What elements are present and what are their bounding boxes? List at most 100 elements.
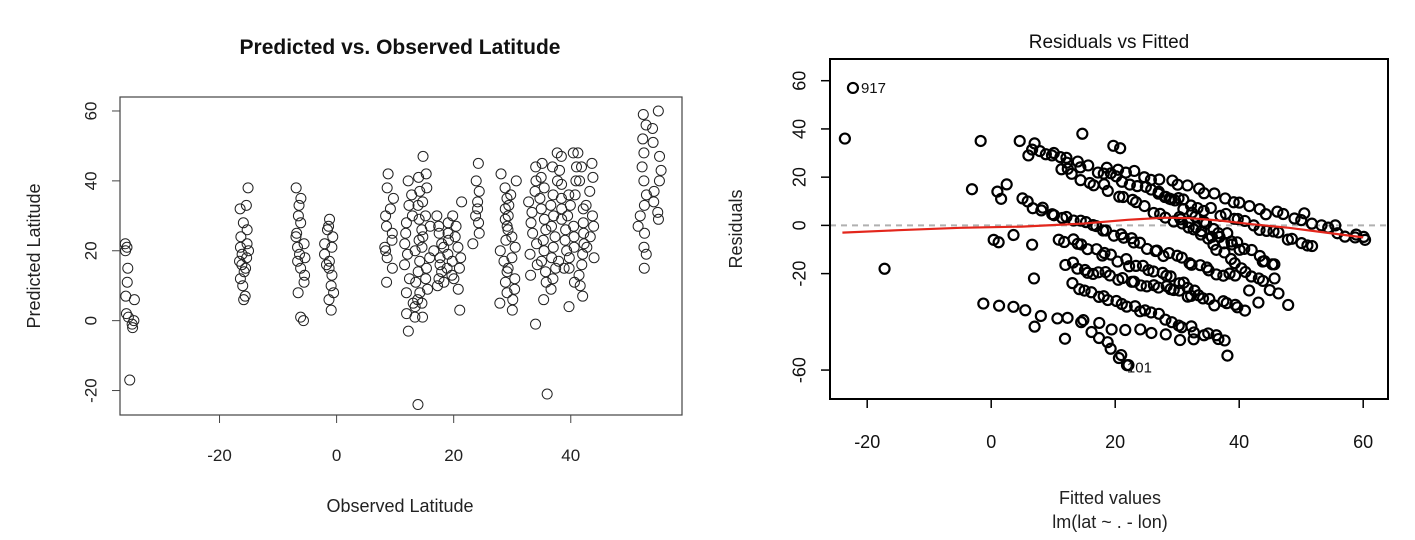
- left-data-point: [588, 252, 600, 264]
- left-data-point: [563, 189, 575, 201]
- left-data-point: [586, 157, 598, 169]
- left-data-point: [448, 273, 460, 285]
- left-data-point: [563, 301, 575, 313]
- right-data-point: [1173, 284, 1186, 297]
- right-data-point: [1060, 151, 1073, 164]
- left-data-point: [640, 189, 652, 201]
- right-data-point: [1101, 184, 1114, 198]
- right-data-point: [1218, 246, 1231, 259]
- left-data-point: [510, 175, 522, 187]
- left-data-point: [647, 136, 659, 148]
- left-data-point: [122, 262, 134, 274]
- left-data-point: [410, 276, 422, 288]
- left-data-point: [499, 182, 511, 194]
- left-data-point: [501, 192, 513, 204]
- right-data-point: [1071, 262, 1084, 275]
- right-x-axis-sublabel: lm(lat ~ . - lon): [1052, 512, 1168, 532]
- right-data-point: [1194, 259, 1207, 272]
- right-data-point: [1073, 283, 1086, 296]
- right-data-point: [1159, 328, 1172, 341]
- right-data-point: [1007, 228, 1020, 242]
- left-data-point: [576, 161, 588, 173]
- left-data-point: [494, 297, 506, 309]
- right-data-point: [1243, 284, 1256, 297]
- left-data-point: [536, 255, 548, 267]
- left-data-point: [237, 217, 249, 229]
- left-data-point: [568, 241, 580, 253]
- left-data-point: [494, 245, 506, 257]
- left-data-point: [128, 294, 140, 306]
- left-data-point: [531, 238, 543, 250]
- right-data-point: [1131, 180, 1144, 193]
- left-data-point: [584, 231, 596, 243]
- left-data-point: [236, 259, 248, 271]
- right-y-tick-label: -20: [790, 261, 810, 287]
- right-data-point: [1022, 149, 1035, 162]
- right-data-point: [1305, 239, 1319, 253]
- right-data-point: [1104, 248, 1117, 261]
- right-y-tick-label: 60: [790, 71, 810, 91]
- left-data-point: [568, 276, 580, 288]
- left-data-point: [447, 210, 459, 222]
- left-data-point: [495, 168, 507, 180]
- right-data-point: [1152, 281, 1165, 294]
- left-data-point: [638, 147, 650, 159]
- left-data-point: [506, 231, 518, 243]
- left-data-point: [556, 178, 568, 190]
- right-data-point: [1133, 236, 1146, 249]
- right-data-point: [1298, 207, 1311, 220]
- left-data-point: [640, 248, 652, 260]
- right-data-point: [1028, 320, 1041, 333]
- left-data-point: [412, 294, 424, 306]
- right-x-tick-label: 0: [986, 432, 996, 452]
- left-data-point: [456, 196, 468, 208]
- left-data-point: [547, 241, 559, 253]
- left-data-point: [507, 294, 519, 306]
- left-data-point: [506, 304, 518, 316]
- right-data-point: [1078, 284, 1091, 297]
- left-data-point: [455, 252, 467, 264]
- left-data-point: [525, 217, 537, 229]
- right-data-point: [1285, 232, 1298, 245]
- left-data-point: [652, 105, 664, 117]
- right-data-point: [1091, 166, 1105, 179]
- left-data-point: [238, 294, 250, 306]
- left-data-point: [120, 245, 132, 257]
- left-data-point: [503, 199, 515, 211]
- left-data-point: [234, 255, 246, 267]
- loess-smooth-line: [842, 216, 1364, 239]
- right-data-point: [1305, 217, 1318, 230]
- right-y-axis-label: Residuals: [726, 189, 746, 268]
- right-data-point: [1202, 327, 1215, 340]
- left-data-point: [653, 175, 665, 187]
- left-data-point: [632, 220, 644, 232]
- left-data-point: [558, 262, 570, 274]
- right-x-tick-label: 20: [1105, 432, 1125, 452]
- left-data-point: [399, 238, 411, 250]
- left-data-point: [509, 241, 521, 253]
- right-data-point: [1007, 300, 1020, 313]
- left-plot-box: [119, 96, 683, 416]
- right-data-point: [1218, 334, 1231, 347]
- right-data-point: [1271, 205, 1284, 218]
- left-data-point: [416, 241, 428, 253]
- left-y-tick-label: -20: [81, 378, 100, 403]
- left-data-point: [327, 231, 339, 243]
- left-data-point: [238, 266, 250, 278]
- left-y-tick-label: 60: [81, 102, 100, 121]
- right-data-point: [1058, 332, 1072, 345]
- left-data-point: [400, 217, 412, 229]
- left-x-tick-label: 40: [561, 446, 580, 465]
- left-data-point: [406, 210, 418, 222]
- left-data-point: [637, 108, 649, 120]
- right-data-point: [1100, 161, 1113, 174]
- left-data-point: [242, 182, 254, 194]
- right-data-point: [1315, 219, 1328, 232]
- left-data-point: [540, 266, 552, 278]
- left-data-point: [452, 283, 464, 295]
- left-data-point: [420, 273, 432, 285]
- right-data-point: [1120, 253, 1133, 266]
- left-data-point: [541, 388, 553, 400]
- left-data-point: [121, 276, 133, 288]
- left-data-point: [648, 196, 660, 208]
